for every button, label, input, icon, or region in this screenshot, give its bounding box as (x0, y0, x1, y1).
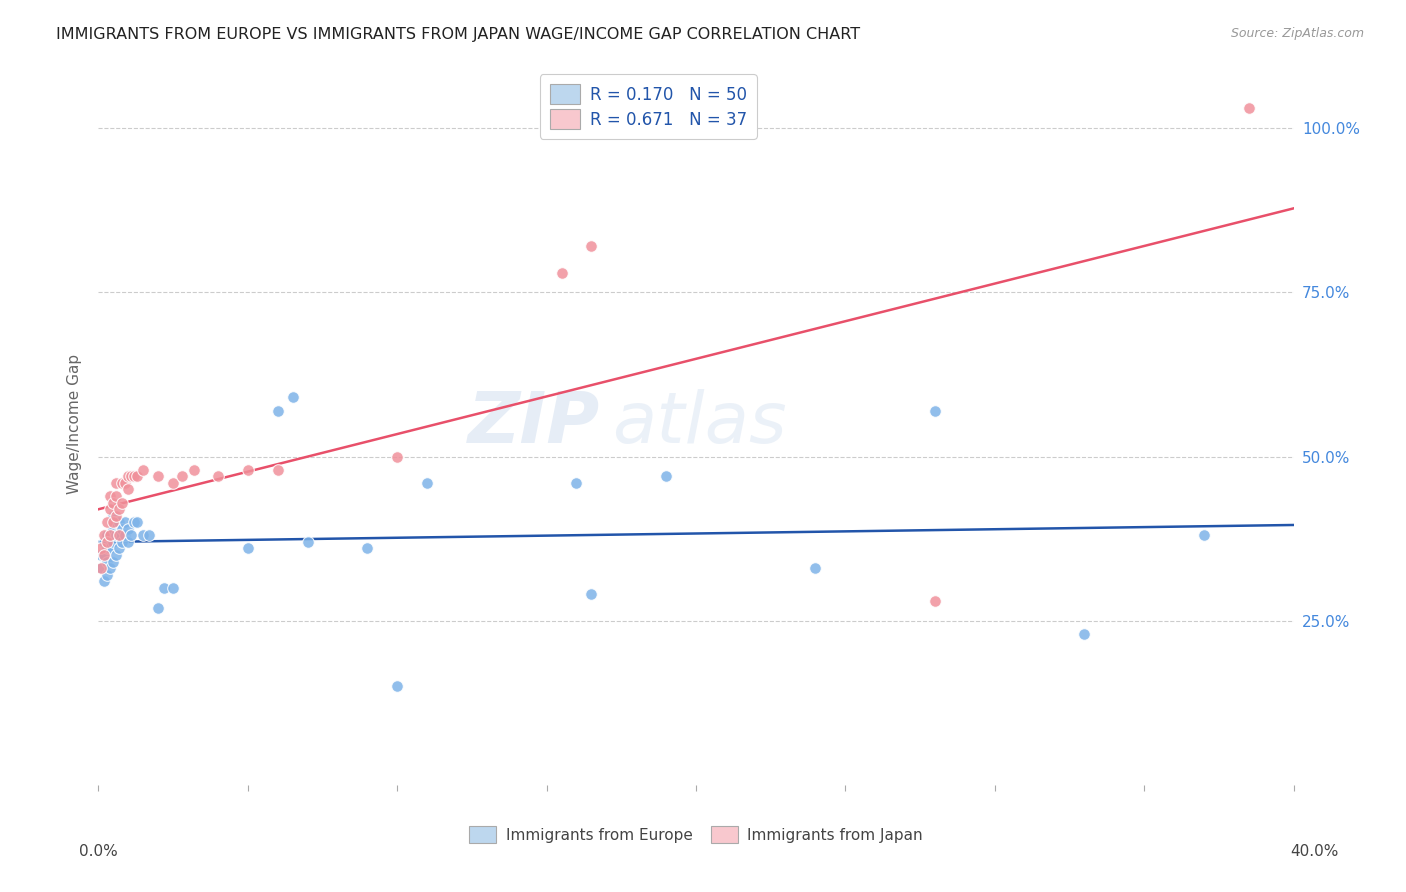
Point (105, 515, 128, 529)
Point (172, 469, 194, 483)
Point (114, 475, 136, 490)
Point (96, 515, 118, 529)
Point (105, 489, 128, 503)
Point (96, 528, 118, 542)
Point (565, 475, 588, 490)
Point (117, 522, 139, 536)
Point (111, 522, 134, 536)
Point (90, 541, 112, 556)
Point (96, 541, 118, 556)
Point (924, 594, 946, 608)
Point (804, 561, 827, 575)
Text: Source: ZipAtlas.com: Source: ZipAtlas.com (1230, 27, 1364, 40)
Point (103, 522, 125, 536)
Point (236, 541, 259, 556)
Y-axis label: Wage/Income Gap: Wage/Income Gap (67, 353, 83, 494)
Point (267, 403, 290, 417)
Point (581, 239, 603, 253)
Point (162, 581, 184, 595)
Point (98, 528, 122, 542)
Point (148, 469, 170, 483)
Point (1192, 528, 1215, 542)
Point (132, 463, 155, 477)
Point (114, 528, 136, 542)
Text: IMMIGRANTS FROM EUROPE VS IMMIGRANTS FROM JAPAN WAGE/INCOME GAP CORRELATION CHAR: IMMIGRANTS FROM EUROPE VS IMMIGRANTS FRO… (56, 27, 860, 42)
Point (98, 489, 122, 503)
Point (124, 515, 146, 529)
Point (90, 561, 112, 575)
Point (385, 450, 409, 464)
Point (103, 555, 125, 569)
Point (93, 535, 115, 549)
Point (236, 463, 259, 477)
Point (105, 528, 128, 542)
Point (108, 528, 131, 542)
Point (90, 548, 112, 562)
Point (207, 469, 229, 483)
Point (132, 528, 155, 542)
Point (281, 391, 304, 405)
Point (120, 469, 142, 483)
Point (117, 483, 139, 497)
Point (96, 567, 118, 582)
Point (98, 541, 122, 556)
Point (103, 495, 125, 509)
Point (153, 581, 176, 595)
Point (93, 548, 115, 562)
Point (93, 548, 115, 562)
Point (105, 548, 128, 562)
Point (924, 403, 946, 417)
Point (111, 475, 134, 490)
Point (108, 541, 131, 556)
Point (1237, 102, 1260, 116)
Point (98, 561, 122, 575)
Point (297, 535, 319, 549)
Point (1073, 627, 1095, 641)
Point (183, 463, 205, 477)
Point (127, 515, 149, 529)
Point (550, 266, 572, 280)
Point (117, 469, 139, 483)
Point (103, 535, 125, 549)
Text: 0.0%: 0.0% (79, 845, 118, 859)
Point (267, 463, 290, 477)
Point (111, 495, 134, 509)
Point (385, 680, 409, 694)
Point (98, 528, 122, 542)
Point (108, 502, 131, 516)
Point (108, 528, 131, 542)
Point (103, 515, 125, 529)
Point (124, 469, 146, 483)
Point (148, 600, 170, 615)
Point (655, 469, 678, 483)
Point (117, 535, 139, 549)
Point (105, 508, 128, 523)
Point (138, 528, 160, 542)
Point (98, 502, 122, 516)
Text: ZIP: ZIP (468, 389, 600, 458)
Point (93, 528, 115, 542)
Point (108, 515, 131, 529)
Text: atlas: atlas (613, 389, 787, 458)
Point (90, 561, 112, 575)
Point (103, 508, 125, 523)
Point (105, 475, 128, 490)
Point (127, 469, 149, 483)
Point (111, 535, 134, 549)
Point (96, 535, 118, 549)
Point (356, 541, 378, 556)
Point (96, 555, 118, 569)
Point (581, 587, 603, 601)
Point (162, 475, 184, 490)
Text: 40.0%: 40.0% (1291, 845, 1339, 859)
Point (120, 528, 142, 542)
Point (114, 515, 136, 529)
Legend: Immigrants from Europe, Immigrants from Japan: Immigrants from Europe, Immigrants from … (463, 820, 929, 849)
Point (93, 574, 115, 589)
Point (416, 475, 439, 490)
